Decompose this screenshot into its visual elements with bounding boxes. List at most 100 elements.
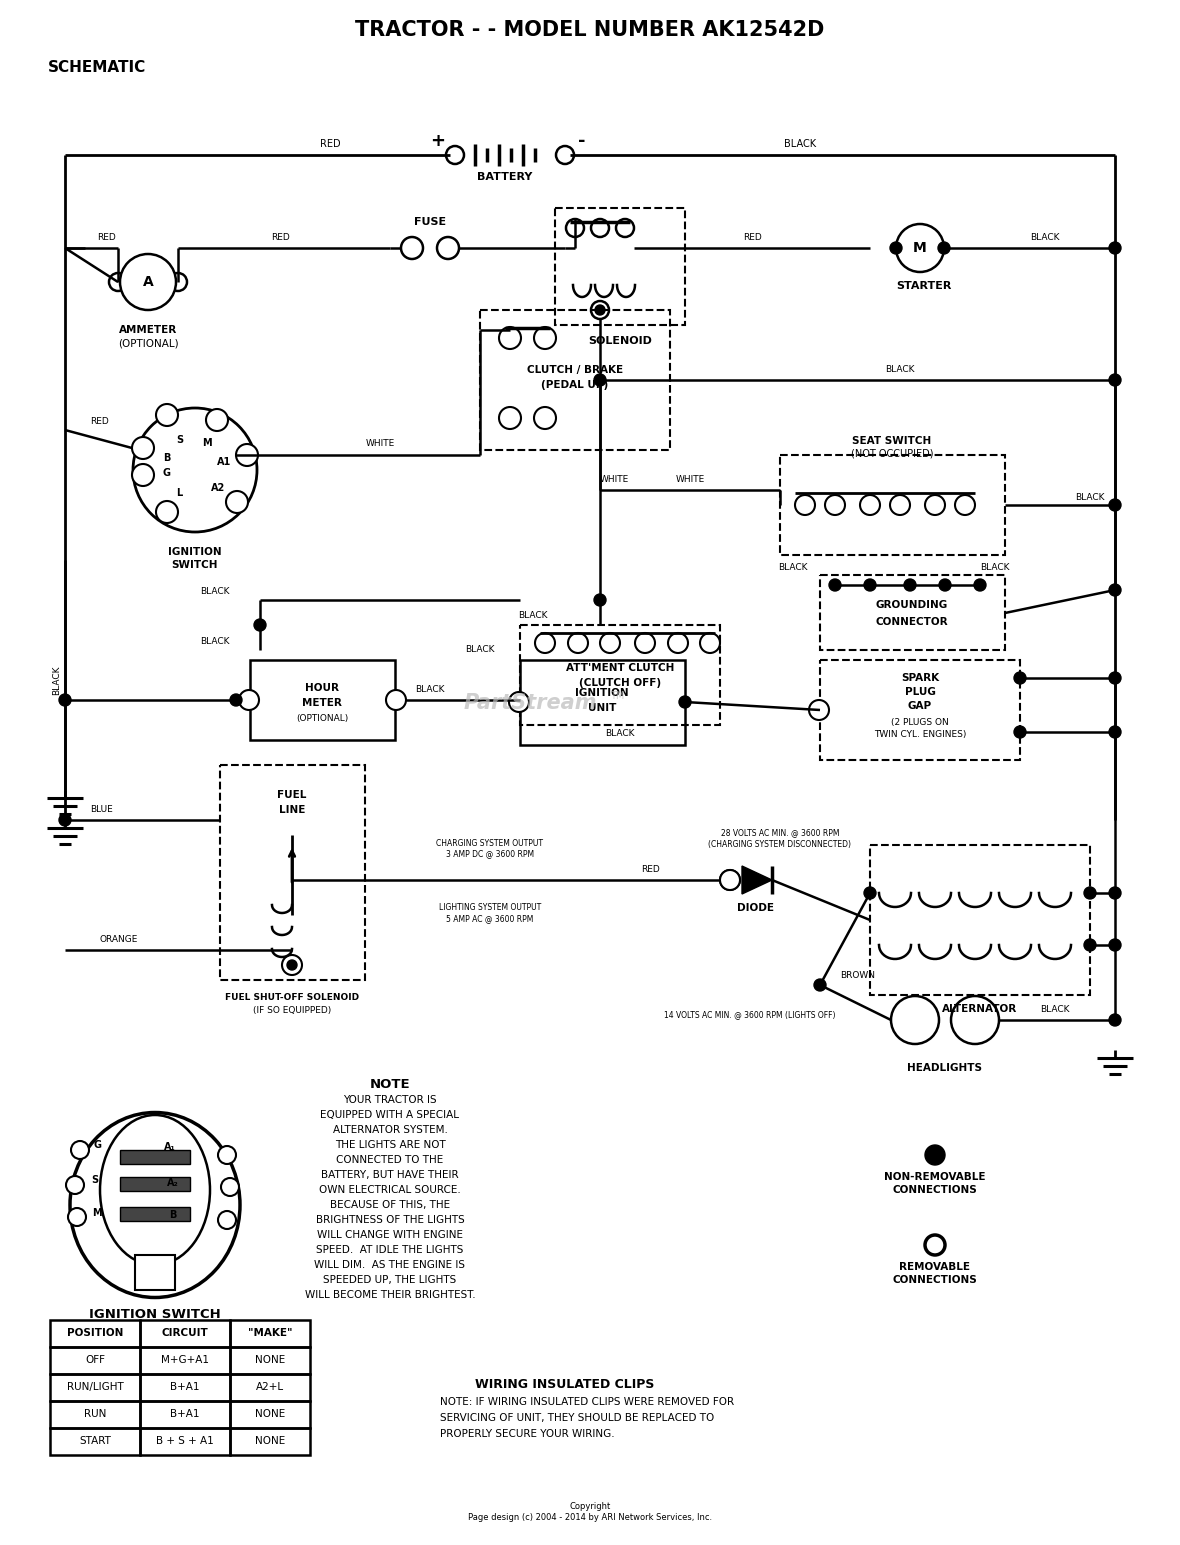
Circle shape [591,301,609,318]
Text: BROWN: BROWN [840,970,876,980]
Circle shape [71,1142,88,1159]
Bar [820,660,1020,760]
Circle shape [616,219,634,236]
Circle shape [1109,726,1121,739]
Bar [780,454,1005,555]
Bar [135,1255,175,1290]
Circle shape [499,328,522,349]
Text: BECAUSE OF THIS, THE: BECAUSE OF THIS, THE [330,1200,450,1210]
Text: NOTE: IF WIRING INSULATED CLIPS WERE REMOVED FOR: NOTE: IF WIRING INSULATED CLIPS WERE REM… [440,1397,734,1407]
Text: NONE: NONE [255,1355,286,1364]
Circle shape [955,494,975,514]
Text: SPARK: SPARK [902,674,939,683]
Text: 3 AMP DC @ 3600 RPM: 3 AMP DC @ 3600 RPM [446,850,535,859]
Circle shape [230,694,242,706]
Text: WILL DIM.  AS THE ENGINE IS: WILL DIM. AS THE ENGINE IS [315,1261,465,1270]
Text: BLACK: BLACK [199,587,229,595]
Circle shape [109,273,127,290]
Circle shape [556,145,573,164]
Circle shape [437,236,459,260]
Circle shape [668,633,688,654]
Bar [120,1207,190,1221]
Bar [555,209,686,324]
Circle shape [594,593,607,606]
Circle shape [635,633,655,654]
Text: A2+L: A2+L [256,1381,284,1392]
Circle shape [1109,374,1121,386]
Circle shape [535,633,555,654]
Text: M+G+A1: M+G+A1 [160,1355,209,1364]
Text: ALTERNATOR SYSTEM.: ALTERNATOR SYSTEM. [333,1125,447,1136]
Text: NONE: NONE [255,1409,286,1418]
Text: BLACK: BLACK [885,366,914,374]
Text: GROUNDING: GROUNDING [876,599,948,610]
Text: CIRCUIT: CIRCUIT [162,1329,209,1338]
Text: WHITE: WHITE [599,474,629,484]
Text: A2: A2 [211,482,225,493]
Circle shape [809,700,830,720]
Circle shape [974,579,986,592]
Text: BATTERY, BUT HAVE THEIR: BATTERY, BUT HAVE THEIR [321,1170,459,1180]
Circle shape [221,1177,240,1196]
Text: S: S [91,1176,99,1185]
Circle shape [1084,887,1096,899]
Text: SCHEMATIC: SCHEMATIC [48,60,146,76]
Text: OWN ELECTRICAL SOURCE.: OWN ELECTRICAL SOURCE. [319,1185,461,1194]
Text: RED: RED [90,417,109,426]
Text: BLACK: BLACK [1030,232,1060,241]
Circle shape [864,579,876,592]
Text: A1: A1 [216,457,231,467]
Circle shape [1014,726,1025,739]
Text: B: B [169,1210,177,1221]
Text: B+A1: B+A1 [170,1409,199,1418]
Text: BLACK: BLACK [465,646,494,655]
Circle shape [535,328,556,349]
Circle shape [59,814,71,827]
Text: RED: RED [320,139,340,148]
Text: RED: RED [97,232,116,241]
Text: (CHARGING SYSTEM DISCONNECTED): (CHARGING SYSTEM DISCONNECTED) [708,840,852,850]
Circle shape [951,997,999,1044]
Text: IGNITION: IGNITION [575,688,629,698]
Circle shape [925,1145,945,1165]
Bar [820,575,1005,650]
Circle shape [814,980,826,990]
Text: A₂: A₂ [168,1177,179,1188]
Text: CONNECTED TO THE: CONNECTED TO THE [336,1156,444,1165]
Text: BLACK: BLACK [1041,1004,1070,1014]
Circle shape [227,491,248,513]
Text: FUSE: FUSE [414,216,446,227]
Bar [230,1347,310,1374]
Bar [140,1347,230,1374]
Text: IGNITION SWITCH: IGNITION SWITCH [90,1309,221,1321]
Bar [140,1428,230,1455]
Circle shape [1109,243,1121,253]
Text: (OPTIONAL): (OPTIONAL) [118,338,178,348]
Text: BRIGHTNESS OF THE LIGHTS: BRIGHTNESS OF THE LIGHTS [315,1214,465,1225]
Circle shape [891,997,939,1044]
Polygon shape [742,867,772,895]
Circle shape [156,501,178,524]
Circle shape [1109,1014,1121,1026]
Bar [120,1149,190,1163]
Text: WILL CHANGE WITH ENGINE: WILL CHANGE WITH ENGINE [317,1230,463,1241]
Text: DIODE: DIODE [736,902,774,913]
Text: CONNECTIONS: CONNECTIONS [892,1275,977,1285]
Text: RED: RED [742,232,761,241]
Circle shape [591,219,609,236]
Text: SERVICING OF UNIT, THEY SHOULD BE REPLACED TO: SERVICING OF UNIT, THEY SHOULD BE REPLAC… [440,1414,714,1423]
Circle shape [925,494,945,514]
Text: BLACK: BLACK [415,686,445,695]
Circle shape [720,870,740,890]
Bar [230,1319,310,1347]
Text: FUEL SHUT-OFF SOLENOID: FUEL SHUT-OFF SOLENOID [225,993,359,1003]
Circle shape [795,494,815,514]
Bar [480,311,670,450]
Text: SOLENOID: SOLENOID [588,335,651,346]
Text: S: S [176,434,183,445]
Text: WILL BECOME THEIR BRIGHTEST.: WILL BECOME THEIR BRIGHTEST. [304,1290,476,1299]
Circle shape [509,692,529,712]
Circle shape [904,579,916,592]
Text: (2 PLUGS ON: (2 PLUGS ON [891,717,949,726]
Bar [250,660,395,740]
